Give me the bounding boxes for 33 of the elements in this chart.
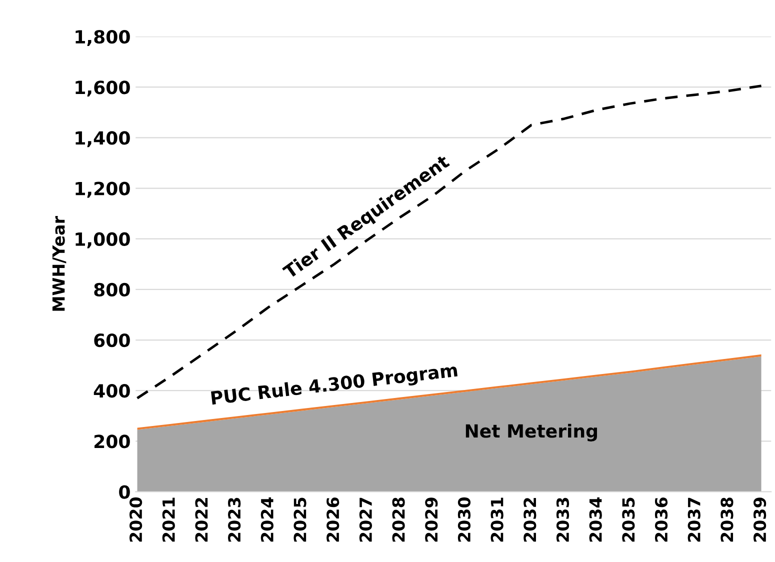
x-tick-label: 2030 — [458, 497, 471, 542]
x-tick-label: 2031 — [490, 498, 504, 542]
y-tick-label: 1,800 — [76, 30, 130, 46]
y-axis-title: MWH/Year — [52, 216, 66, 311]
x-tick-label: 2025 — [294, 498, 306, 542]
y-tick-label: 400 — [94, 384, 130, 398]
x-tick-label: 2039 — [754, 498, 766, 542]
y-tick-label: 1,400 — [76, 131, 130, 148]
x-tick-label: 2034 — [589, 497, 602, 542]
x-tick-label: 2028 — [392, 498, 405, 542]
x-tick-label: 2029 — [425, 498, 438, 542]
y-tick-label: 1,200 — [76, 182, 130, 198]
x-tick-label: 2026 — [326, 498, 340, 542]
y-tick-label: 200 — [94, 434, 130, 448]
x-tick-label: 2022 — [195, 498, 208, 542]
x-tick-label: 2024 — [260, 497, 274, 542]
y-tick-label: 1,000 — [76, 232, 130, 248]
x-tick-label: 2036 — [654, 498, 668, 542]
x-tick-label: 2020 — [129, 497, 142, 542]
text: PUC Rule 4.300 Program — [210, 362, 458, 408]
y-tick-label: 600 — [94, 333, 130, 348]
x-tick-label: 2021 — [162, 498, 175, 542]
y-tick-label: 1,600 — [76, 80, 130, 97]
x-tick-label: 2032 — [524, 498, 536, 542]
series-label: Net Metering — [466, 424, 597, 442]
x-tick-label: 2038 — [720, 498, 734, 542]
x-tick-label: 2027 — [359, 498, 372, 542]
x-tick-label: 2035 — [622, 498, 635, 542]
x-tick-label: 2023 — [228, 498, 241, 542]
x-tick-label: 2033 — [556, 498, 570, 542]
y-tick-label: 0 — [119, 485, 130, 499]
y-tick-label: 800 — [94, 282, 130, 297]
x-tick-label: 2037 — [688, 498, 700, 542]
